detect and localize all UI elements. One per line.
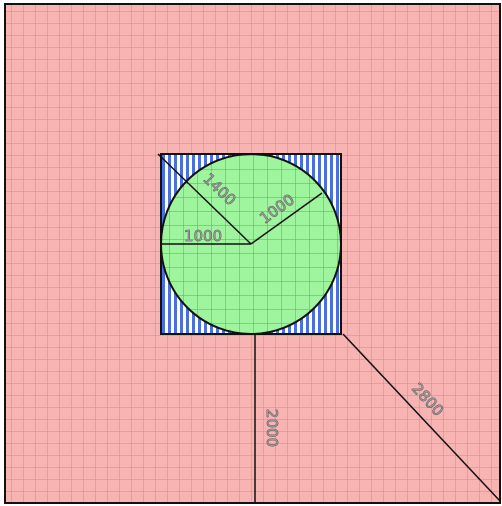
radius-line-diagonal <box>250 192 323 245</box>
label-square-half-width: 1000 <box>184 227 222 245</box>
label-outer-side-distance: 2000 <box>263 409 281 447</box>
corner-distance-line <box>342 333 501 502</box>
half-diagonal-line <box>157 153 252 245</box>
